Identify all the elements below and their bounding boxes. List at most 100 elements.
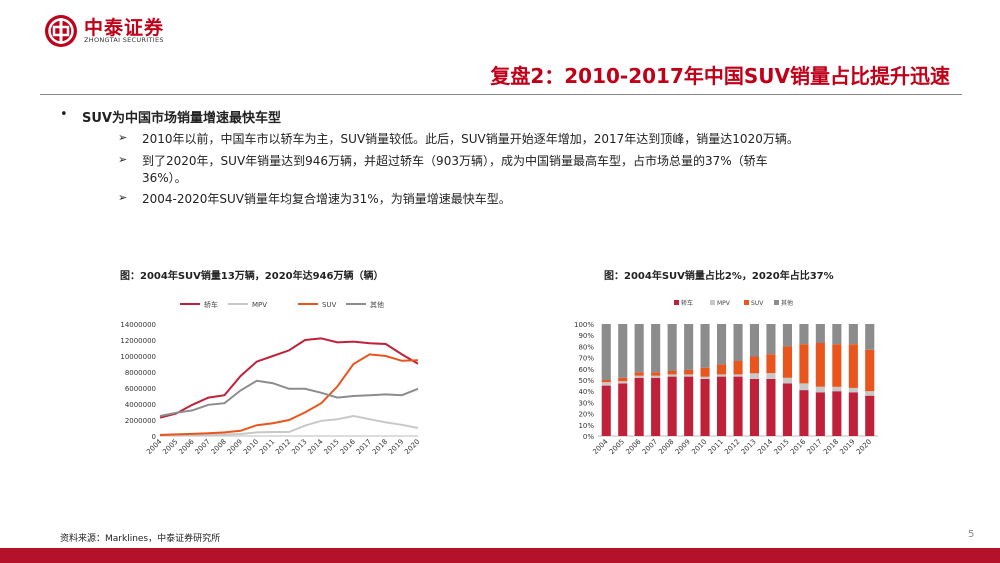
legend-label: 轿车 [681,299,693,307]
legend-swatch-2 [744,300,749,305]
bar-segment [717,376,727,436]
bar-segment [651,377,661,436]
y-tick-label: 2000000 [125,417,156,425]
series-line-0 [159,337,419,419]
bar-segment [865,324,875,350]
y-tick-label: 70% [578,355,594,363]
bar-segment [684,324,694,370]
legend-label: 其他 [781,299,793,307]
y-tick-label: 0 [152,433,156,441]
bar-segment [700,376,710,379]
bar-segment [618,383,628,436]
legend-swatch-3 [774,300,779,305]
y-tick-label: 4000000 [125,401,156,409]
bar-segment [799,344,809,384]
page-number: 5 [968,529,975,540]
x-tick-label: 2011 [707,438,725,456]
bar-segment [601,385,611,436]
bar-segment [815,386,825,393]
bar-segment [618,324,628,378]
bar-segment [782,346,792,378]
bar-segment [782,324,792,347]
bar-segment [634,372,644,376]
series-line-3 [159,379,419,417]
chart-1-title: 图：2004年SUV销量13万辆，2020年达946万辆（辆） [120,271,384,282]
y-tick-label: 40% [578,388,594,396]
y-tick-label: 80% [578,343,594,351]
y-tick-label: 12000000 [120,337,156,345]
x-tick-label: 2015 [323,438,341,456]
bar-segment [832,344,842,387]
arrow-bullet-icon: ➢ [118,131,128,144]
bar-segment [601,380,611,383]
bar-segment [749,378,759,436]
bar-segment [667,376,677,436]
x-tick-label: 2020 [855,438,873,456]
y-tick-label: 10% [578,422,594,430]
y-tick-label: 30% [578,399,594,407]
x-tick-label: 2014 [756,437,775,456]
bar-segment [733,376,743,436]
x-tick-label: 2012 [723,438,741,456]
x-tick-label: 2005 [161,438,179,456]
bar-segment [717,364,727,375]
x-tick-label: 2019 [387,438,405,456]
x-tick-label: 2006 [624,437,643,456]
bar-segment [782,377,792,384]
bar-segment [733,374,743,377]
bar-segment [717,324,727,365]
series-line-2 [159,353,419,436]
bar-segment [766,378,776,436]
bar-segment [815,343,825,387]
bar-segment [749,373,759,379]
logo-text-en: ZHONGTAI SECURITIES [84,36,164,44]
bar-segment [865,391,875,396]
bar-segment [799,383,809,391]
bar-segment [832,386,842,392]
bar-segment [848,344,858,388]
y-tick-label: 50% [578,377,594,385]
main-bullet: SUV为中国市场销量增速最快车型 [82,111,281,126]
line-chart: 轿车 MPV SUV 其他 0 2000000 4000000 6000000 8000000 1… [120,300,421,456]
x-tick-label: 2016 [789,437,808,456]
x-tick-label: 2017 [806,438,824,456]
legend-label: SUV [322,301,337,309]
bar-segment [634,375,644,378]
bar-segment [733,324,743,361]
x-tick-label: 2004 [145,437,164,456]
page-title: 复盘2：2010-2017年中国SUV销量占比提升迅速 [490,64,950,88]
bar-segment [667,371,677,375]
bar-segment [634,377,644,436]
bar-segment [799,390,809,436]
x-tick-label: 2006 [177,437,196,456]
sub-bullet-1: 2010年以前，中国车市以轿车为主，SUV销量较低。此后，SUV销量开始逐年增加… [142,132,799,146]
bar-segment [667,324,677,371]
bar-segment [749,324,759,357]
bar-segment [667,374,677,377]
x-tick-label: 2019 [838,438,856,456]
x-tick-label: 2012 [274,438,292,456]
legend-label: MPV [252,301,267,309]
y-tick-label: 8000000 [125,369,156,377]
bar-segment [865,349,875,392]
bar-segment [601,324,611,380]
sub-bullet-2-cont: 36%）。 [142,171,187,185]
x-tick-label: 2008 [210,438,228,456]
title-divider [40,94,962,95]
legend-label: MPV [717,300,731,307]
x-tick-label: 2013 [740,438,758,456]
y-tick-label: 10000000 [120,353,156,361]
x-tick-label: 2009 [226,438,244,456]
bar-segment [684,369,694,375]
bar-segment [684,374,694,377]
y-tick-label: 60% [578,366,594,374]
bar-segment [782,383,792,436]
legend-swatch-1 [710,300,715,305]
bar-segment [749,356,759,374]
bar-segment [848,387,858,393]
chart-2-title: 图：2004年SUV销量占比2%，2020年占比37% [604,271,834,282]
bar-segment [618,381,628,384]
bar-segment [865,395,875,436]
bar-segment [815,324,825,343]
bar-segment [848,324,858,345]
